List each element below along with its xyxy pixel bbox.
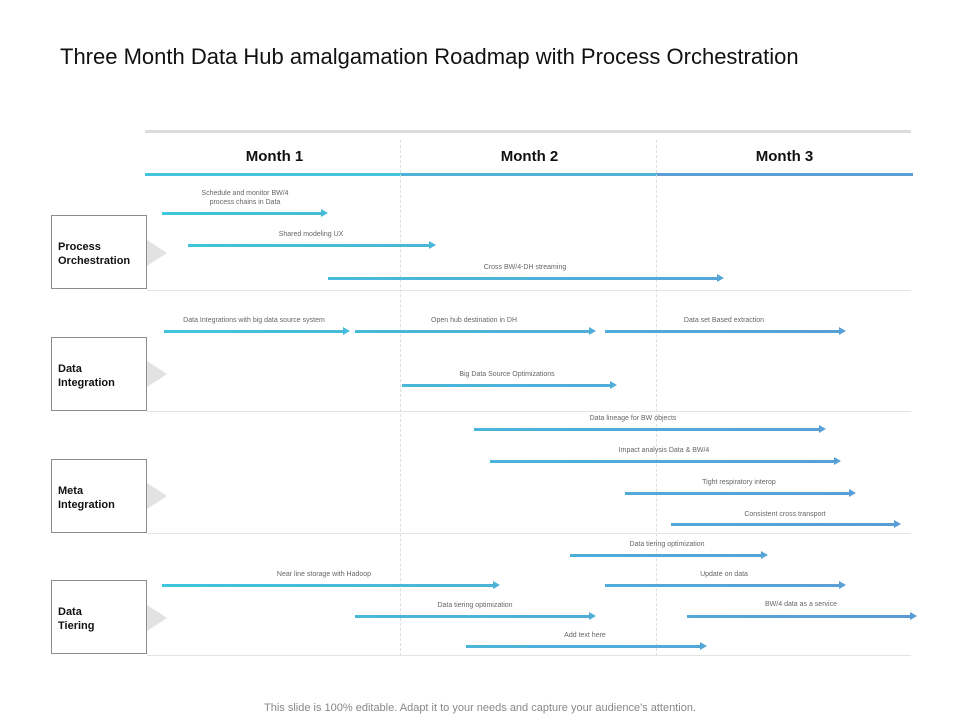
task-arrow bbox=[466, 642, 707, 650]
category-process-orchestration: Process Orchestration bbox=[51, 215, 147, 289]
month-1-bar bbox=[145, 173, 401, 176]
task-arrow bbox=[188, 241, 436, 249]
task-label: Add text here bbox=[564, 632, 606, 639]
category-label: Data Integration bbox=[58, 363, 115, 389]
month-divider-1 bbox=[400, 140, 401, 656]
task-label: Data lineage for BW objects bbox=[589, 415, 677, 422]
task-arrow bbox=[490, 457, 841, 465]
month-1-header: Month 1 bbox=[245, 148, 304, 165]
task-arrow bbox=[687, 612, 917, 620]
row-divider-1 bbox=[147, 290, 911, 291]
category-label: Process Orchestration bbox=[58, 241, 131, 267]
task-label: Near line storage with Hadoop bbox=[276, 571, 372, 578]
task-arrow bbox=[328, 274, 724, 282]
month-divider-2 bbox=[656, 140, 657, 656]
month-3-bar bbox=[657, 173, 913, 176]
task-arrow bbox=[355, 612, 596, 620]
task-arrow bbox=[164, 327, 350, 335]
month-3-header: Month 3 bbox=[755, 148, 814, 165]
category-label: Meta Integration bbox=[58, 485, 115, 511]
task-arrow bbox=[162, 581, 500, 589]
category-label: Data Tiering bbox=[58, 606, 95, 632]
task-label: Cross BW/4-DH streaming bbox=[483, 264, 567, 271]
task-arrow bbox=[625, 489, 856, 497]
task-arrow bbox=[355, 327, 596, 335]
task-arrow bbox=[162, 209, 328, 217]
task-label: Consistent cross transport bbox=[744, 511, 826, 518]
task-label: Data set Based extraction bbox=[683, 317, 765, 324]
task-arrow bbox=[474, 425, 826, 433]
row-divider-4 bbox=[147, 655, 911, 656]
task-label: Big Data Source Optimizations bbox=[459, 371, 555, 378]
row-divider-3 bbox=[147, 533, 911, 534]
task-label: Schedule and monitor BW/4 process chains… bbox=[201, 190, 289, 206]
task-arrow bbox=[402, 381, 617, 389]
task-arrow bbox=[605, 327, 846, 335]
month-2-bar bbox=[401, 173, 657, 176]
task-label: BW/4 data as a service bbox=[765, 601, 837, 608]
category-pointer-icon bbox=[147, 361, 167, 387]
category-meta-integration: Meta Integration bbox=[51, 459, 147, 533]
task-label: Open hub destination in DH bbox=[431, 317, 517, 324]
row-divider-2 bbox=[147, 411, 911, 412]
task-label: Impact analysis Data & BW/4 bbox=[618, 447, 710, 454]
task-arrow bbox=[671, 520, 901, 528]
task-label: Update on data bbox=[700, 571, 748, 578]
slide-title: Three Month Data Hub amalgamation Roadma… bbox=[60, 44, 799, 69]
category-pointer-icon bbox=[147, 240, 167, 266]
task-label: Data tiering optimization bbox=[629, 541, 705, 548]
task-label: Data tiering optimization bbox=[437, 602, 513, 609]
category-data-integration: Data Integration bbox=[51, 337, 147, 411]
task-arrow bbox=[570, 551, 768, 559]
header-rule bbox=[145, 130, 911, 133]
category-data-tiering: Data Tiering bbox=[51, 580, 147, 654]
task-label: Tight respiratory interop bbox=[702, 479, 776, 486]
category-pointer-icon bbox=[147, 605, 167, 631]
task-label: Shared modeling UX bbox=[278, 231, 344, 238]
task-label: Data Integrations with big data source s… bbox=[183, 317, 325, 324]
footer-note: This slide is 100% editable. Adapt it to… bbox=[264, 702, 696, 714]
category-pointer-icon bbox=[147, 483, 167, 509]
month-2-header: Month 2 bbox=[500, 148, 559, 165]
task-arrow bbox=[605, 581, 846, 589]
